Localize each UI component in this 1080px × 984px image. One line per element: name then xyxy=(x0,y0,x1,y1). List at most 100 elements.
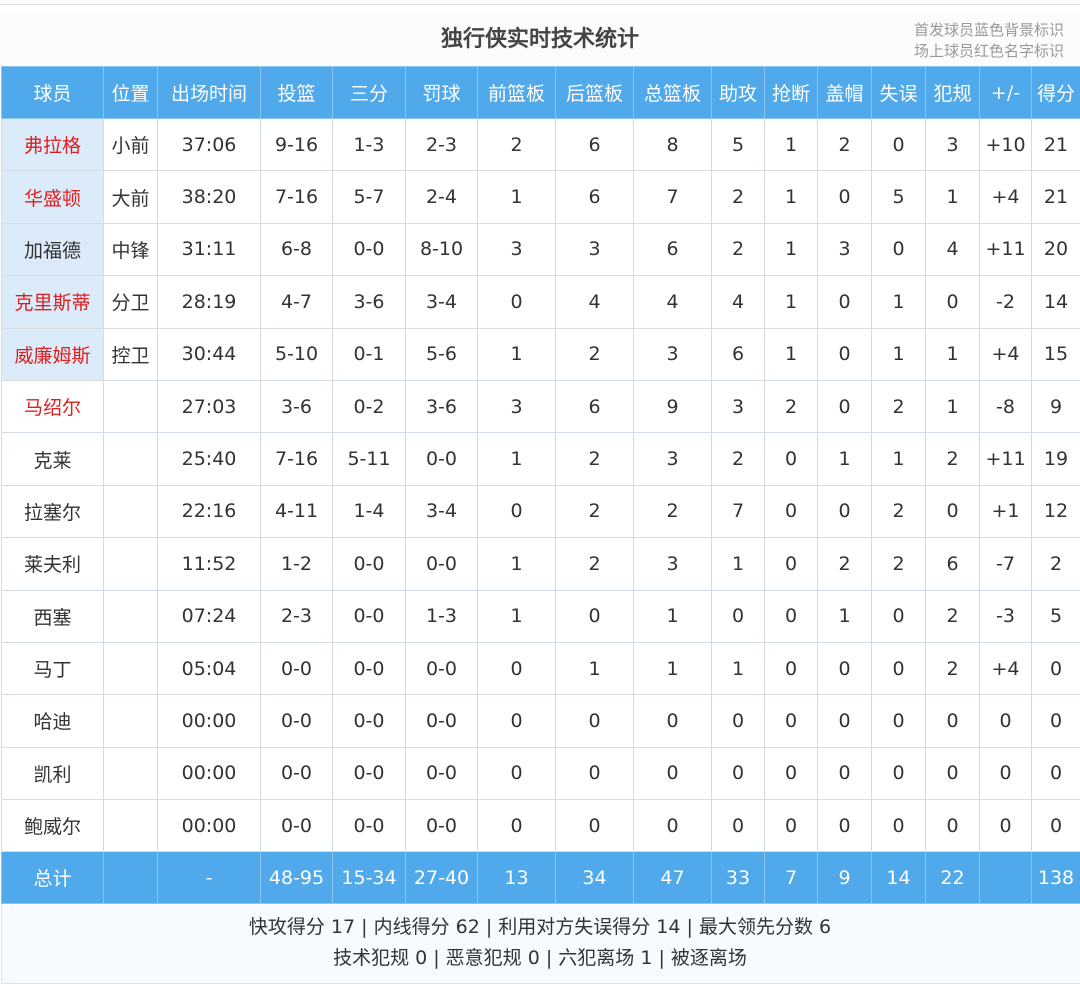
stat-cell: 7 xyxy=(711,484,765,539)
player-name[interactable]: 华盛顿 xyxy=(1,170,104,224)
player-position xyxy=(103,746,158,801)
stat-cell: 1 xyxy=(764,222,818,277)
player-name[interactable]: 克里斯蒂 xyxy=(1,275,104,329)
stat-cell: 5-11 xyxy=(332,432,406,486)
stat-cell: 12 xyxy=(1031,484,1080,539)
player-position xyxy=(103,379,158,434)
player-row: 克里斯蒂 分卫 28:19 4-7 3-6 3-4 0 4 4 4 1 0 1 0 -2 14 xyxy=(1,275,1080,329)
player-position xyxy=(103,432,158,486)
stat-cell: 3-6 xyxy=(332,275,406,329)
stat-cell: 1 xyxy=(764,170,818,224)
stat-cell: 2 xyxy=(711,432,765,486)
player-name[interactable]: 拉塞尔 xyxy=(1,484,104,539)
stat-cell: 0-0 xyxy=(332,641,406,696)
totals-cell: 9 xyxy=(817,851,872,905)
stat-cell: 2-4 xyxy=(405,170,478,224)
player-name[interactable]: 加福德 xyxy=(1,222,104,277)
column-header[interactable]: 助攻 xyxy=(711,66,765,119)
stat-cell: 0 xyxy=(871,641,926,696)
column-header[interactable]: 球员 xyxy=(1,66,104,119)
player-name[interactable]: 哈迪 xyxy=(1,694,104,748)
player-name[interactable]: 马丁 xyxy=(1,641,104,696)
stat-cell: -3 xyxy=(979,589,1032,643)
box-score-table: 球员 位置 出场时间 投篮 三分 罚球 前篮板 后篮板 总篮板 助攻 抢断 盖帽 失误 犯规 +/- 得分 弗… xyxy=(1,66,1080,905)
stat-cell: 2-3 xyxy=(405,117,478,172)
header-row: 球员 位置 出场时间 投篮 三分 罚球 前篮板 后篮板 总篮板 助攻 抢断 盖帽 失误 犯规 +/- 得分 xyxy=(1,66,1080,119)
stat-cell: 1-3 xyxy=(405,589,478,643)
stat-cell: +1 xyxy=(979,484,1032,539)
column-header[interactable]: 后篮板 xyxy=(555,66,634,119)
stat-cell: 3 xyxy=(633,327,712,381)
stat-cell: 1 xyxy=(817,589,872,643)
column-header[interactable]: 前篮板 xyxy=(477,66,556,119)
stat-cell: 0 xyxy=(1031,746,1080,801)
stat-cell: 11:52 xyxy=(157,537,261,591)
column-header[interactable]: 三分 xyxy=(332,66,406,119)
player-row: 西塞 07:24 2-3 0-0 1-3 1 0 1 0 0 1 0 2 -3 5 xyxy=(1,589,1080,643)
player-name[interactable]: 马绍尔 xyxy=(1,379,104,434)
stat-cell: 2 xyxy=(817,537,872,591)
player-position xyxy=(103,641,158,696)
column-header[interactable]: 罚球 xyxy=(405,66,478,119)
player-name[interactable]: 威廉姆斯 xyxy=(1,327,104,381)
column-header[interactable]: 抢断 xyxy=(764,66,818,119)
stat-cell: 0 xyxy=(925,746,980,801)
stat-cell: 0 xyxy=(871,589,926,643)
stat-cell: 00:00 xyxy=(157,746,261,801)
stat-cell: 0 xyxy=(477,484,556,539)
stat-cell: 5-7 xyxy=(332,170,406,224)
stat-cell: 0 xyxy=(764,589,818,643)
legend-on-court: 场上球员红色名字标识 xyxy=(913,42,1064,60)
column-header[interactable]: 投篮 xyxy=(260,66,333,119)
stat-cell: 2 xyxy=(633,484,712,539)
stat-cell: 2 xyxy=(871,379,926,434)
column-header[interactable]: 总篮板 xyxy=(633,66,712,119)
player-name[interactable]: 鲍威尔 xyxy=(1,799,104,853)
stat-cell: -7 xyxy=(979,537,1032,591)
stat-cell: 0 xyxy=(477,694,556,748)
stat-cell: 0 xyxy=(633,694,712,748)
stat-cell: 0 xyxy=(555,694,634,748)
stat-cell: 0 xyxy=(555,799,634,853)
stat-cell: 20 xyxy=(1031,222,1080,277)
stat-cell: 1-3 xyxy=(332,117,406,172)
stat-cell: 07:24 xyxy=(157,589,261,643)
stat-cell: 3-6 xyxy=(405,379,478,434)
stat-cell: 0 xyxy=(817,327,872,381)
column-header[interactable]: 犯规 xyxy=(925,66,980,119)
stat-cell: 1 xyxy=(477,432,556,486)
stat-cell: 21 xyxy=(1031,117,1080,172)
player-name[interactable]: 克莱 xyxy=(1,432,104,486)
stat-cell: 0-0 xyxy=(405,746,478,801)
player-position xyxy=(103,799,158,853)
stat-cell: +4 xyxy=(979,641,1032,696)
stat-cell: +4 xyxy=(979,170,1032,224)
player-name[interactable]: 凯利 xyxy=(1,746,104,801)
stat-cell: 1 xyxy=(925,327,980,381)
stat-cell: 0-0 xyxy=(405,432,478,486)
player-name[interactable]: 莱夫利 xyxy=(1,537,104,591)
column-header[interactable]: 失误 xyxy=(871,66,926,119)
column-header[interactable]: 出场时间 xyxy=(157,66,261,119)
column-header[interactable]: 盖帽 xyxy=(817,66,872,119)
stat-cell: 0 xyxy=(925,275,980,329)
stat-cell: 1 xyxy=(925,170,980,224)
legend-starter: 首发球员蓝色背景标识 xyxy=(913,21,1064,39)
column-header[interactable]: 得分 xyxy=(1031,66,1080,119)
stat-cell: 0 xyxy=(1031,799,1080,853)
column-header[interactable]: 位置 xyxy=(103,66,158,119)
stat-cell: 0 xyxy=(477,275,556,329)
stat-cell: 1 xyxy=(477,327,556,381)
stat-cell: 0 xyxy=(711,799,765,853)
player-name[interactable]: 西塞 xyxy=(1,589,104,643)
player-row: 加福德 中锋 31:11 6-8 0-0 8-10 3 3 6 2 1 3 0 4 +11 20 xyxy=(1,222,1080,277)
stat-cell: 6 xyxy=(711,327,765,381)
stat-cell: 5-6 xyxy=(405,327,478,381)
player-name[interactable]: 弗拉格 xyxy=(1,117,104,172)
player-position xyxy=(103,589,158,643)
stat-cell: 2 xyxy=(555,537,634,591)
summary-line-2: 技术犯规 0 | 恶意犯规 0 | 六犯离场 1 | 被逐离场 xyxy=(333,947,747,969)
stat-cell: 3 xyxy=(555,222,634,277)
column-header[interactable]: +/- xyxy=(979,66,1032,119)
stat-cell: 27:03 xyxy=(157,379,261,434)
